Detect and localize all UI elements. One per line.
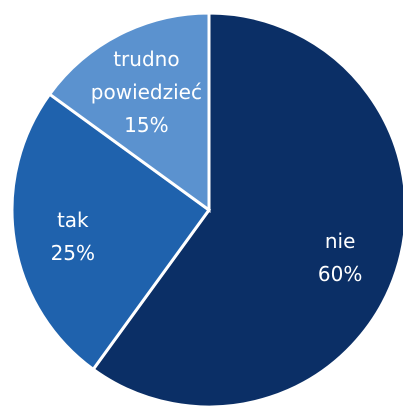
label-box: nie 60%	[280, 203, 400, 313]
label-box: trudno powiedzieć 15%	[86, 37, 206, 147]
category-label: trudno powiedzieć	[90, 46, 202, 104]
value-label: 60%	[317, 261, 363, 286]
value-label: 25%	[50, 240, 96, 265]
pie-slice	[91, 11, 403, 407]
value-label: 15%	[124, 112, 169, 137]
label-box: tak 25%	[13, 182, 133, 292]
pie-slice	[10, 92, 212, 372]
category-label: nie	[324, 228, 356, 253]
pie-slice	[47, 11, 211, 213]
slice-label: trudno powiedzieć 15%	[86, 37, 206, 147]
slice-label: nie 60%	[280, 203, 400, 313]
slice-label: tak 25%	[13, 182, 133, 292]
category-label: tak	[56, 207, 89, 232]
